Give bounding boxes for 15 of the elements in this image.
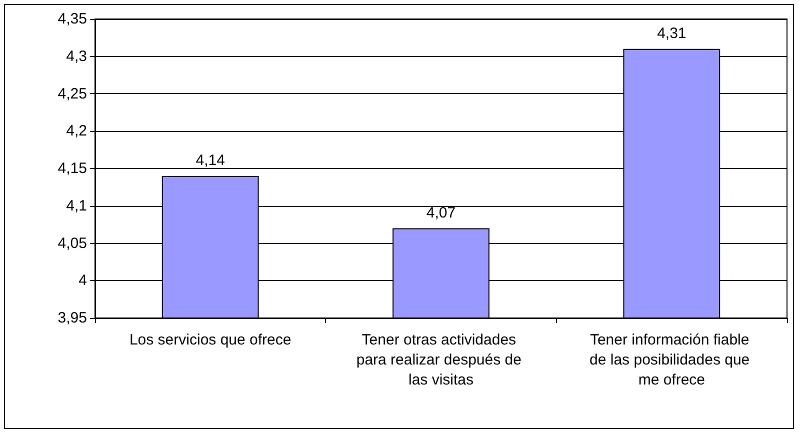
y-tick-label: 4,1 [66,197,87,214]
y-tick-label: 4,35 [58,10,87,28]
y-tick-label: 4,3 [66,48,87,65]
data-label: 4,07 [426,204,456,222]
y-tick-label: 4,2 [66,122,87,140]
y-tick-label: 4,15 [58,160,87,177]
x-tick-label: Los servicios que ofrece [129,332,292,348]
y-tick-label: 4,25 [58,85,87,102]
data-label: 4,31 [657,24,686,42]
data-label: 4,14 [196,152,225,169]
x-tick-label: Tener otras actividades para realizar después de las visitas [356,332,526,388]
y-tick-label: 4,05 [58,234,87,252]
y-tick-label: 4 [78,272,87,290]
x-tick-label: Tener información fiable de las posibilidades que me ofrece [590,332,754,388]
y-tick-label: 3,95 [58,310,87,326]
